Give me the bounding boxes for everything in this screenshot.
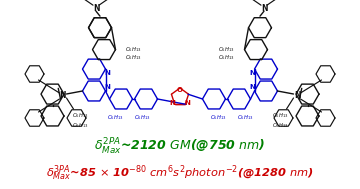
Text: N: N: [249, 70, 256, 76]
Text: $C_6H_{13}$: $C_6H_{13}$: [125, 46, 142, 54]
Text: $C_6H_{13}$: $C_6H_{13}$: [272, 111, 288, 120]
Text: N: N: [294, 91, 301, 101]
Text: O: O: [177, 87, 183, 93]
Text: N: N: [104, 84, 111, 90]
Text: N: N: [104, 70, 111, 76]
Text: $C_6H_{13}$: $C_6H_{13}$: [107, 114, 123, 122]
Text: N: N: [249, 84, 256, 90]
Text: N: N: [185, 100, 190, 106]
Text: $C_6H_{13}$: $C_6H_{13}$: [218, 46, 235, 54]
Text: $\delta^{\mathit{3PA}}_{\mathit{Max}}$~85 $\times$ 10$^{-80}$ $\mathit{cm}^6\mat: $\delta^{\mathit{3PA}}_{\mathit{Max}}$~8…: [46, 163, 314, 183]
Text: $C_6H_{13}$: $C_6H_{13}$: [72, 111, 88, 120]
Text: $C_6H_{13}$: $C_6H_{13}$: [134, 114, 150, 122]
Text: N: N: [261, 4, 267, 13]
Text: $C_6H_{13}$: $C_6H_{13}$: [272, 121, 288, 130]
Text: $C_6H_{13}$: $C_6H_{13}$: [218, 54, 235, 63]
Text: N: N: [170, 100, 175, 106]
Text: $C_6H_{13}$: $C_6H_{13}$: [125, 54, 142, 63]
Text: $C_6H_{13}$: $C_6H_{13}$: [72, 121, 88, 130]
Text: $\delta^{\mathit{2PA}}_{\mathit{Max}}$~2120 $\mathit{GM}$(@750 $\mathit{nm}$): $\delta^{\mathit{2PA}}_{\mathit{Max}}$~2…: [94, 137, 266, 157]
Text: $C_6H_{13}$: $C_6H_{13}$: [210, 114, 226, 122]
Text: $C_6H_{13}$: $C_6H_{13}$: [237, 114, 253, 122]
Text: N: N: [93, 4, 99, 13]
Text: N: N: [59, 91, 66, 101]
